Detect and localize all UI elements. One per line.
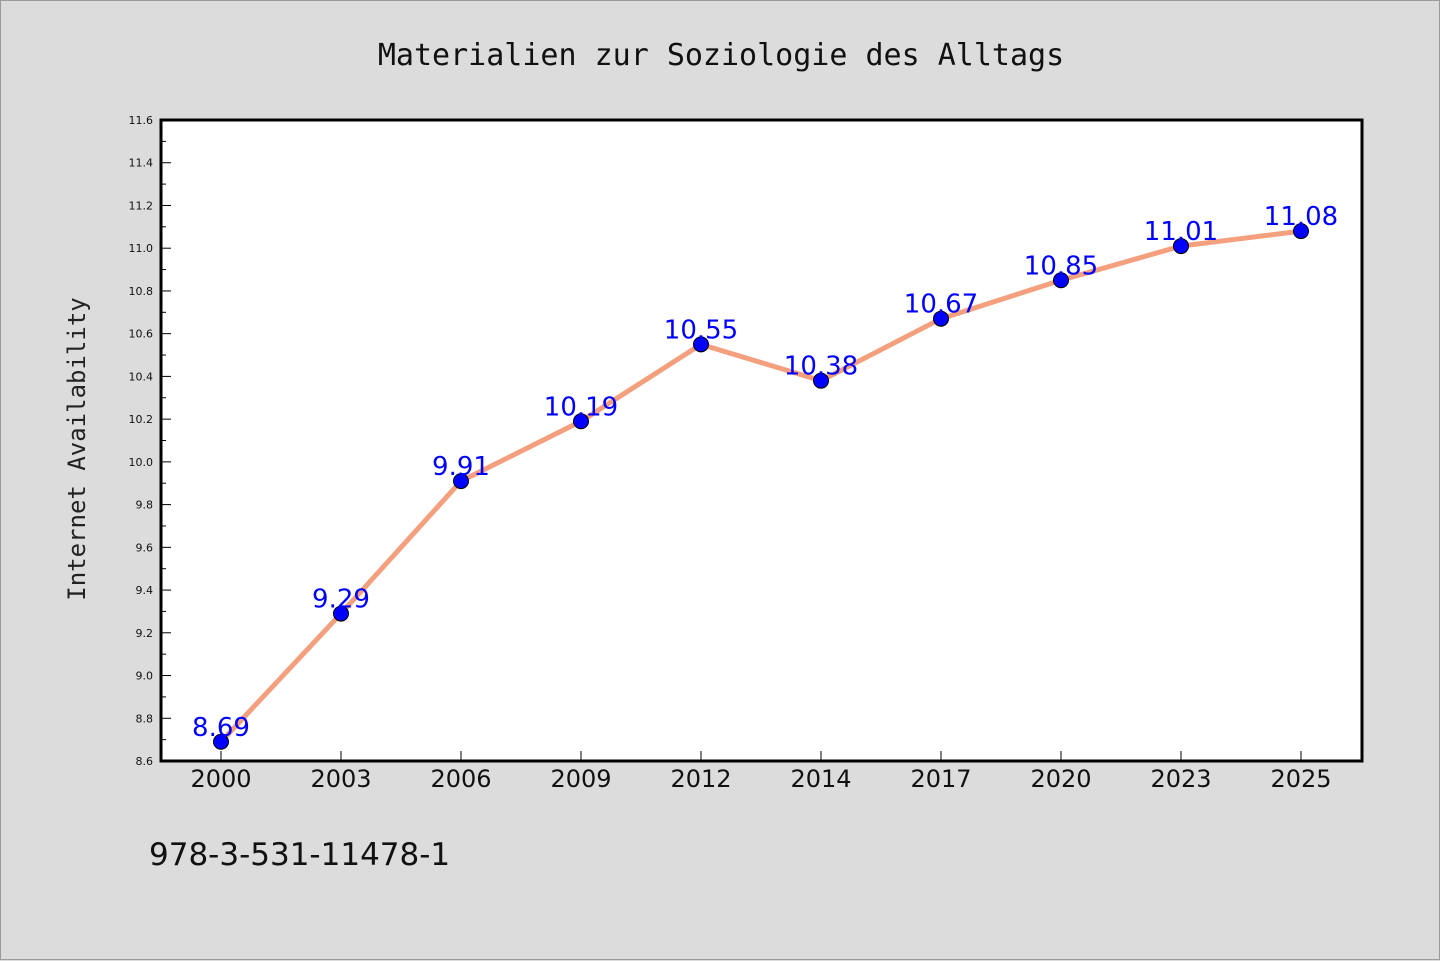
data-point [813,372,829,389]
data-point [333,605,349,622]
y-tick-label: 10.6 [129,328,154,341]
y-tick-label: 10.0 [129,456,154,469]
data-point [1293,223,1309,240]
data-label: 9.29 [312,585,370,615]
x-tick-label: 2006 [430,765,491,793]
y-tick-label: 10.8 [129,285,154,298]
chart-title: Materialien zur Soziologie des Alltags [378,38,1064,73]
data-point [213,733,229,750]
y-tick-label: 8.6 [136,755,154,768]
data-label: 10.55 [664,315,738,345]
x-tick-label: 2012 [670,765,731,793]
x-tick-label: 2009 [550,765,611,793]
y-tick-label: 11.4 [129,157,154,170]
data-label: 9.91 [432,452,490,482]
data-point [933,310,949,327]
data-label: 10.85 [1024,251,1098,281]
x-axis: 2000 2003 2006 2009 2012 2014 2017 2020 2023 2025 [190,751,1332,793]
data-point [1053,272,1069,289]
y-tick-label: 11.6 [129,114,154,127]
y-tick-label: 9.2 [136,627,154,640]
x-tick-label: 2017 [910,765,971,793]
data-point [693,336,709,353]
data-label: 10.38 [784,352,858,382]
y-axis: 8.6 8.8 9.0 9.2 9.4 9.6 9.8 10.0 10.2 10.4 10.6 10.… [129,114,171,768]
x-tick-label: 2025 [1270,765,1331,793]
data-label: 11.01 [1144,217,1218,247]
y-tick-label: 9.4 [136,584,154,597]
data-label: 10.67 [904,290,978,320]
y-tick-label: 8.8 [136,712,154,725]
data-label: 11.08 [1264,202,1338,232]
y-tick-label: 11.2 [129,199,154,212]
y-tick-label: 9.6 [136,541,154,554]
x-tick-label: 2023 [1150,765,1211,793]
y-tick-label: 11.0 [129,242,154,255]
y-tick-label: 9.0 [136,670,154,683]
y-axis-label: Internet Availability [63,297,91,600]
data-point [573,413,589,430]
data-labels-group: 8.69 9.29 9.91 10.19 10.55 10.38 10.67 10.85 11.… [192,202,1338,743]
data-point [453,473,469,490]
x-tick-label: 2014 [790,765,851,793]
plot-area [159,118,1364,763]
series-group [218,228,1304,745]
data-label: 8.69 [192,713,250,743]
x-tick-label: 2003 [310,765,371,793]
isbn-footer: 978-3-531-11478-1 [149,837,450,873]
data-point [1173,238,1189,255]
y-tick-label: 10.2 [129,413,154,426]
x-tick-label: 2000 [190,765,251,793]
y-tick-label: 9.8 [136,499,154,512]
series-line [218,228,1304,745]
y-tick-label: 10.4 [129,370,154,383]
markers-group [213,223,1309,750]
x-tick-label: 2020 [1030,765,1091,793]
data-label: 10.19 [544,392,618,422]
